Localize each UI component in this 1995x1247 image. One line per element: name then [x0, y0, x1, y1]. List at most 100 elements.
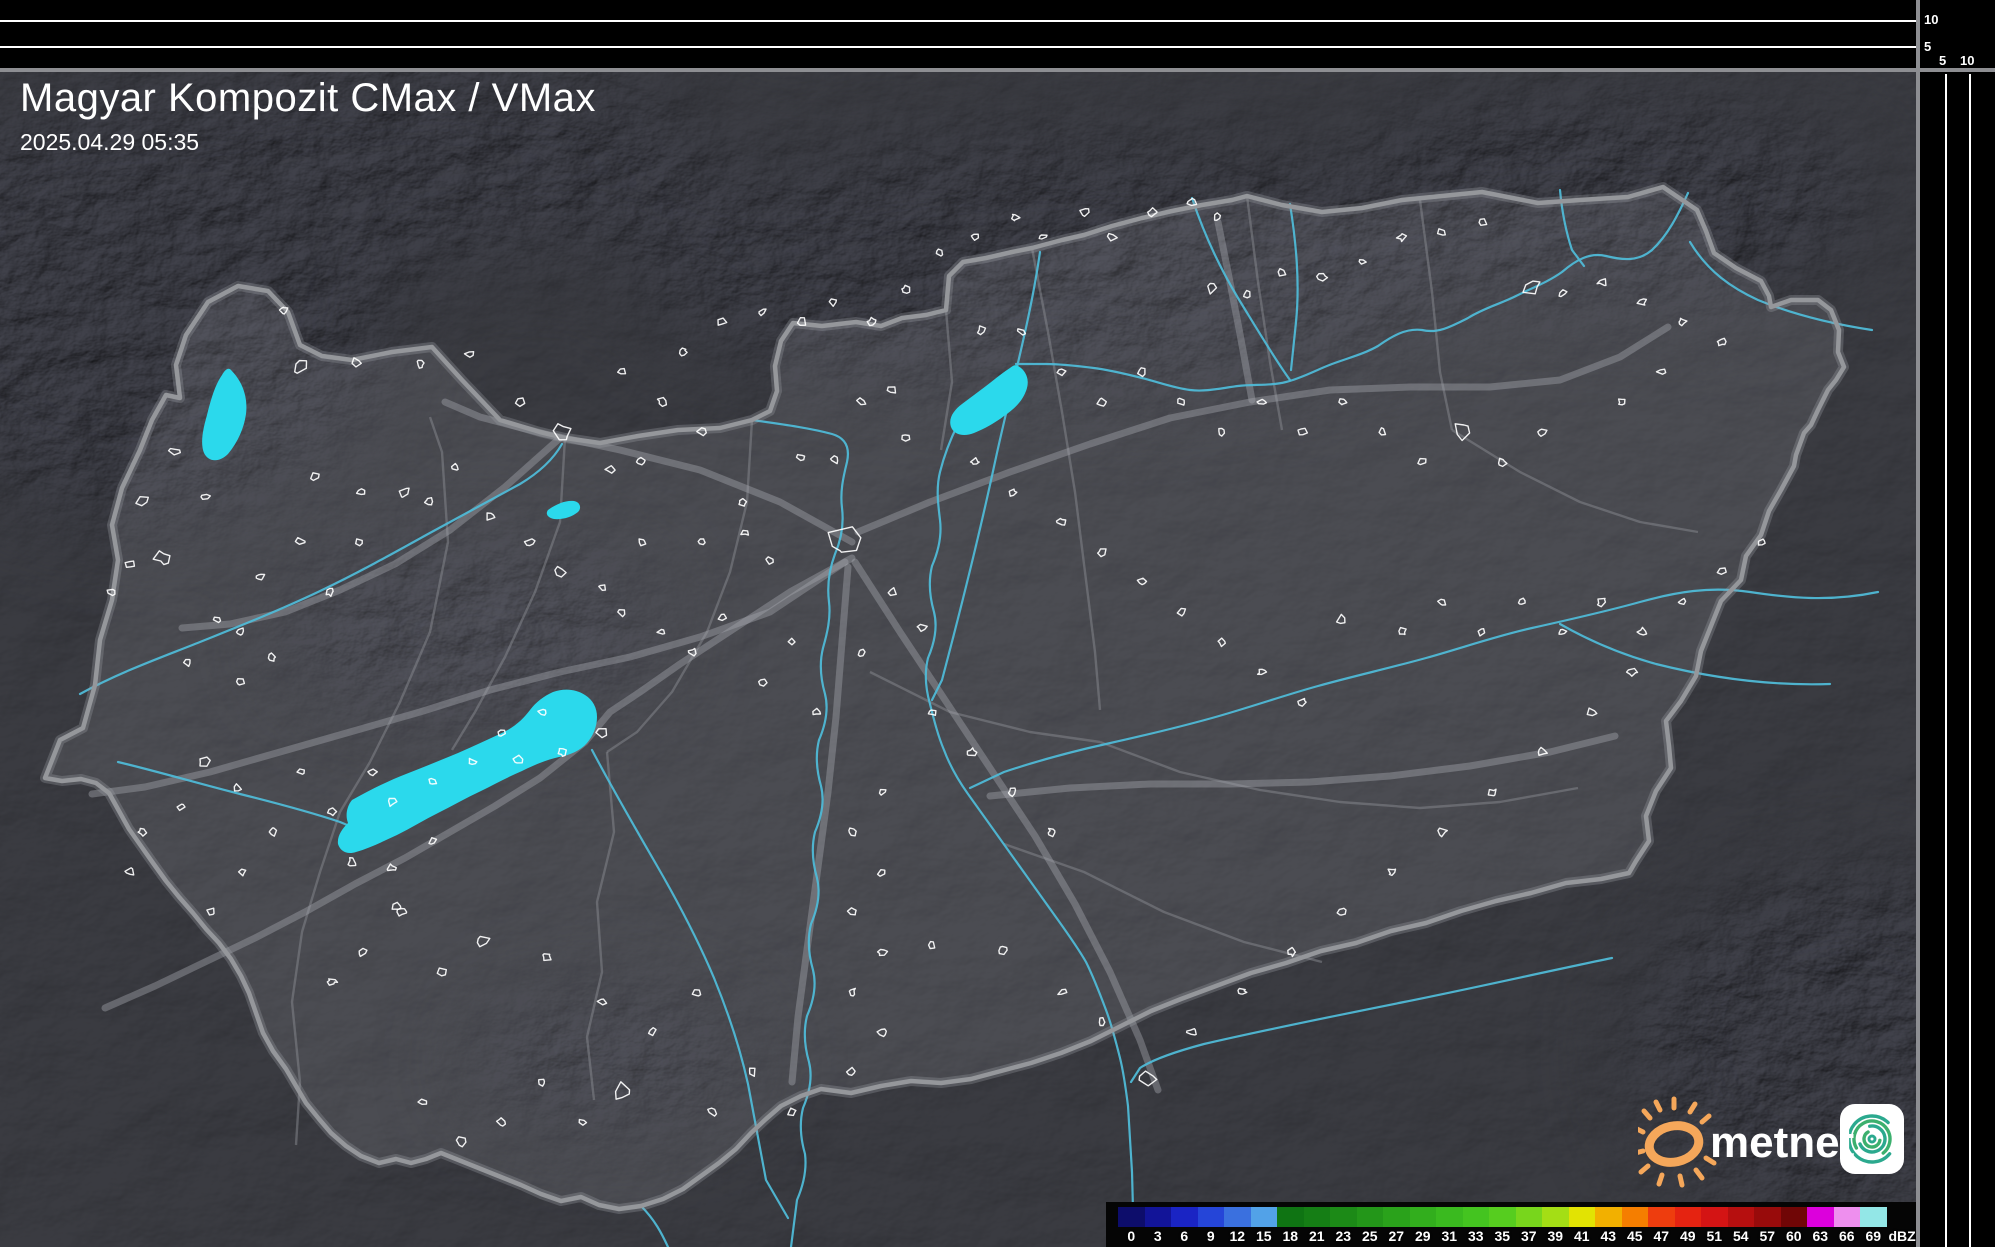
settlement-outline: [468, 757, 478, 765]
ruler-label-side-5: 5: [1939, 53, 1947, 68]
settlement-outline: [857, 648, 866, 657]
settlement-outline: [1007, 787, 1017, 798]
river-zagyva: [930, 250, 1042, 702]
settlement-outline: [998, 945, 1008, 956]
settlement-outline: [1213, 212, 1222, 222]
colorbar-stop: 57: [1754, 1202, 1781, 1245]
settlement-outline: [450, 462, 459, 471]
settlement-outline: [554, 565, 567, 578]
ruler-hline-5: [0, 46, 1916, 48]
settlement-outline: [463, 351, 475, 358]
settlement-outline: [1136, 367, 1146, 378]
settlement-outline: [1207, 282, 1218, 295]
settlement-outline: [1437, 827, 1449, 838]
colorbar-stop: 18: [1277, 1202, 1304, 1245]
colorbar-stop: 3: [1144, 1202, 1171, 1245]
settlement-outline: [927, 940, 936, 950]
settlement-outlines: [106, 197, 1766, 1148]
settlement-outline: [512, 754, 524, 764]
river-raba: [78, 442, 564, 696]
settlement-outline: [966, 747, 978, 757]
road-44: [986, 732, 1619, 800]
settlement-outline: [417, 1098, 428, 1106]
settlement-outline: [696, 427, 707, 437]
settlement-outline: [537, 708, 547, 716]
road-m1: [441, 398, 856, 546]
settlement-outline: [738, 497, 748, 507]
settlement-outline: [1757, 538, 1766, 546]
colorbar-stop: 31: [1436, 1202, 1463, 1245]
settlement-outline: [137, 827, 148, 837]
lakes: [202, 365, 1028, 854]
settlement-outline: [1217, 637, 1227, 648]
settlement-outline: [1398, 626, 1407, 636]
settlement-outline: [294, 359, 308, 374]
settlement-outline: [1057, 988, 1068, 996]
metnet-logo[interactable]: metnet: [1638, 1096, 1920, 1190]
settlement-outline: [614, 1081, 631, 1100]
colorbar-stop: 23: [1330, 1202, 1357, 1245]
dbz-colorbar: 0 3 6 9 12 15 18 21 23 25 27 29 31 33 35 37 39 41 43 45 47 49…: [1106, 1202, 1916, 1247]
settlement-outline: [1617, 398, 1626, 406]
lake-tisza: [950, 365, 1028, 435]
settlement-outline: [927, 709, 937, 716]
settlement-outline: [538, 1078, 546, 1087]
settlement-outline: [106, 588, 116, 597]
settlement-outline: [812, 707, 822, 716]
settlement-outline: [1716, 567, 1727, 575]
river-sajo: [1190, 196, 1292, 382]
settlement-outline: [876, 948, 889, 957]
settlement-outline: [1218, 427, 1226, 437]
settlement-outline: [1537, 746, 1549, 756]
settlement-outline: [1596, 597, 1607, 608]
frame-horizontal-line: [0, 68, 1995, 72]
settlement-outline: [878, 788, 887, 796]
settlement-outline: [598, 584, 607, 591]
settlement-outline: [235, 678, 246, 686]
colorbar-stop: 12: [1224, 1202, 1251, 1245]
settlement-outline: [310, 472, 320, 482]
settlement-outline: [916, 623, 928, 633]
settlement-outline: [1056, 368, 1067, 377]
settlement-outline: [1478, 218, 1488, 227]
right-ruler-strip: [1920, 0, 1995, 1247]
road-m6: [788, 563, 852, 1086]
settlement-outline: [707, 1107, 718, 1117]
settlement-outline: [428, 777, 438, 785]
settlement-outline: [267, 652, 277, 662]
roads: [88, 218, 1672, 1094]
settlement-outline: [1558, 289, 1568, 298]
road-m7: [101, 554, 856, 1012]
settlement-outline: [691, 989, 702, 997]
settlement-outline: [1098, 1017, 1106, 1027]
settlement-outline: [152, 550, 171, 566]
settlement-outline: [787, 637, 796, 646]
settlement-outline: [326, 807, 338, 817]
settlement-outline: [1297, 427, 1309, 436]
settlement-outline: [765, 556, 774, 565]
settlement-outline: [296, 768, 305, 775]
settlement-outline: [1336, 907, 1347, 916]
river-koros: [968, 588, 1880, 790]
ruler-vline-10: [1969, 74, 1971, 1247]
settlement-outline: [1716, 337, 1727, 347]
settlement-outline: [1338, 398, 1348, 406]
settlement-outline: [796, 317, 807, 326]
settlement-outline: [1522, 280, 1541, 295]
timestamp: 2025.04.29 05:35: [20, 129, 200, 155]
settlement-outline: [135, 496, 150, 507]
settlement-outline: [1586, 707, 1598, 717]
settlement-outline: [386, 863, 397, 872]
settlement-outline: [717, 317, 728, 326]
settlement-outline: [578, 1118, 588, 1126]
settlement-outline: [795, 453, 806, 462]
settlement-outline: [326, 978, 339, 986]
colorbar-stop: 25: [1356, 1202, 1383, 1245]
settlement-outline: [1454, 423, 1471, 442]
settlement-outline: [604, 465, 616, 474]
colorbar-stop: 29: [1409, 1202, 1436, 1245]
settlement-outline: [828, 298, 838, 307]
settlement-outline: [1047, 827, 1056, 838]
settlement-outline: [1378, 427, 1387, 436]
river-tisza-lower: [924, 422, 1136, 1247]
